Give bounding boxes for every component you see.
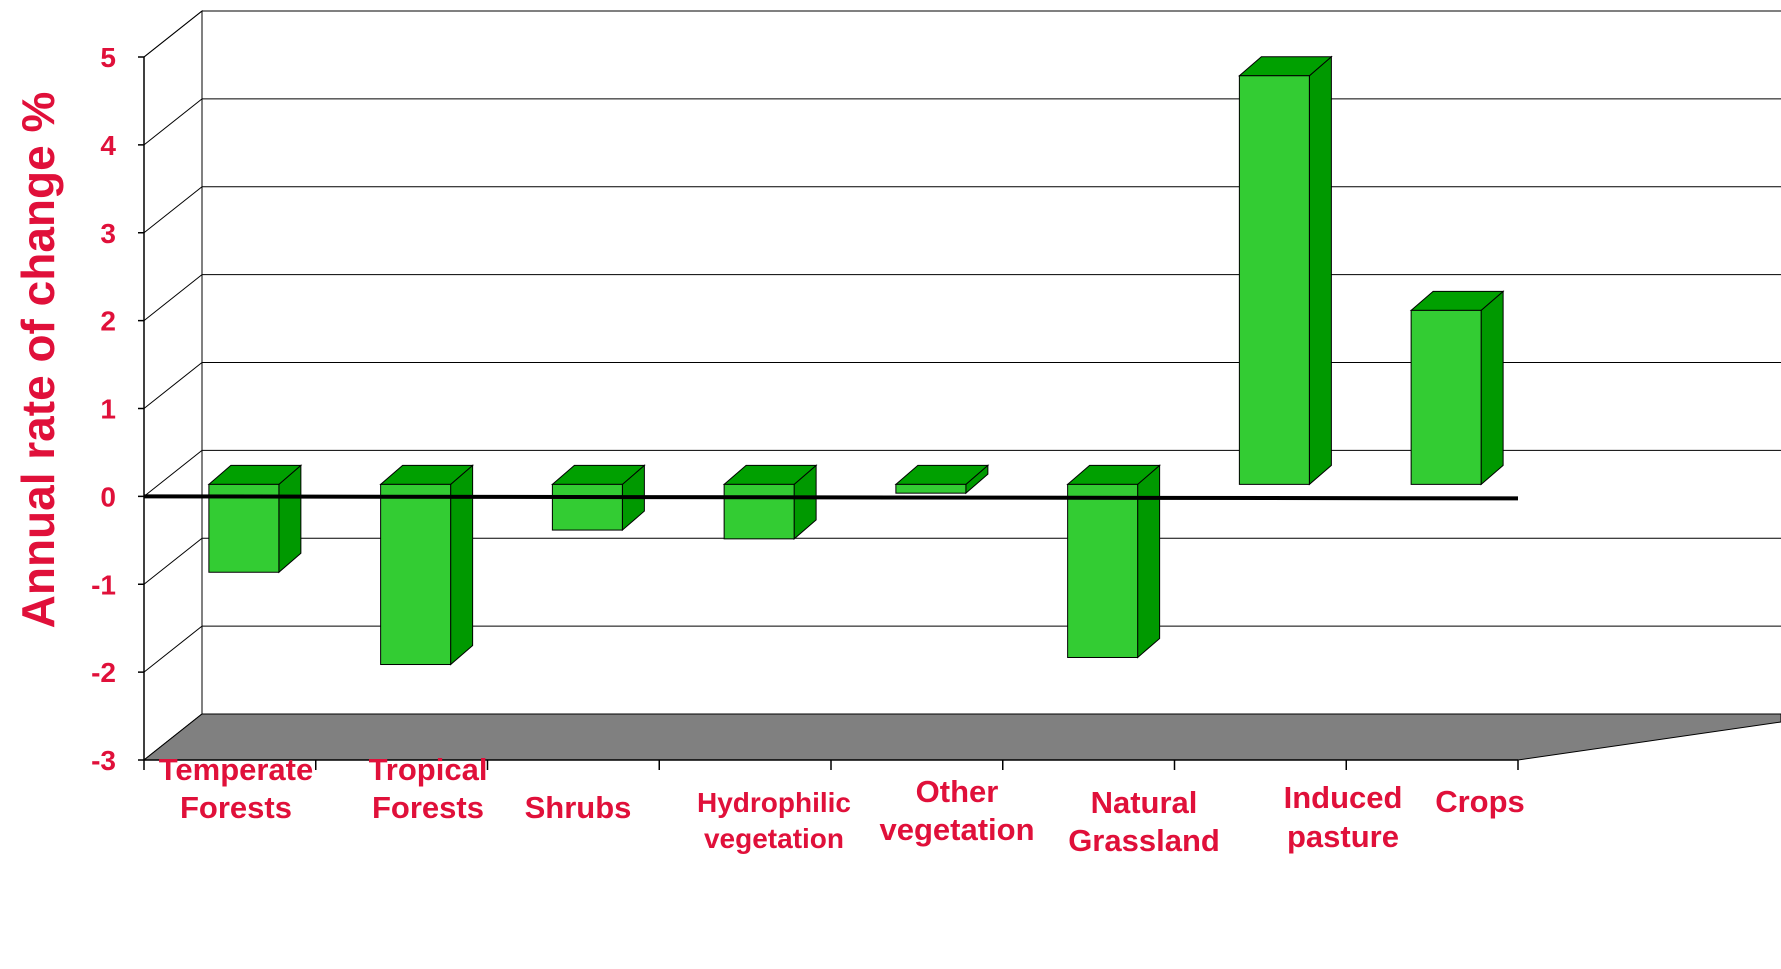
- gridline-diagonal: [143, 186, 203, 234]
- y-tick-labels: 5 4 3 2 1 0 -1 -2 -3: [91, 42, 116, 776]
- y-tick-label: 5: [100, 42, 116, 73]
- bar-side: [1137, 464, 1161, 659]
- bar-2: [551, 464, 646, 532]
- x-category-label: Other: [916, 774, 999, 809]
- y-tick-label: 4: [100, 130, 116, 161]
- bar-front: [208, 483, 280, 573]
- bar-front: [380, 483, 452, 666]
- x-category-label: pasture: [1287, 819, 1399, 854]
- zero-line: [143, 494, 1519, 501]
- axes: [138, 56, 1519, 770]
- bar-1: [379, 464, 474, 666]
- x-category-label: Crops: [1435, 784, 1525, 819]
- y-tick-label: -3: [91, 745, 116, 776]
- gridline-diagonal: [143, 10, 203, 58]
- bar-0: [207, 464, 303, 574]
- gridline-diagonal: [143, 362, 203, 409]
- y-tick-label: 3: [100, 218, 116, 249]
- y-tick-label: 1: [100, 394, 116, 425]
- bar-front: [895, 483, 967, 494]
- y-tick-label: -1: [91, 569, 116, 600]
- bar-6: [1238, 55, 1333, 486]
- y-tick-label: 2: [100, 306, 116, 337]
- x-category-label: Tropical: [369, 752, 488, 787]
- x-category-label: Natural: [1091, 785, 1198, 820]
- x-category-label: Forests: [180, 790, 292, 825]
- x-category-label: Induced: [1284, 780, 1403, 815]
- x-category-label: vegetation: [879, 812, 1034, 847]
- gridline-diagonal: [143, 449, 203, 497]
- bars: [207, 55, 1505, 666]
- bar-front: [1410, 309, 1482, 485]
- x-category-label: Temperate: [159, 752, 314, 787]
- gridline-diagonal: [143, 274, 203, 322]
- bar-front: [551, 483, 623, 531]
- bar-3: [722, 464, 818, 540]
- bar-front: [1067, 483, 1139, 658]
- gridline-diagonal: [143, 537, 203, 585]
- bar-front: [723, 483, 795, 540]
- bar-side: [1480, 290, 1504, 486]
- x-category-label: Hydrophilic: [697, 787, 851, 818]
- x-category-label: Shrubs: [525, 790, 632, 825]
- bar-5: [1066, 464, 1161, 659]
- x-category-label: vegetation: [704, 823, 844, 854]
- bar-7: [1409, 290, 1505, 486]
- zero-baseline: [143, 494, 1519, 501]
- bar-4: [894, 464, 990, 495]
- x-category-label: Grassland: [1068, 823, 1220, 858]
- bar-side: [1308, 55, 1332, 486]
- y-tick-label: 0: [100, 481, 116, 512]
- x-category-label: Forests: [372, 790, 484, 825]
- y-axis-label: Annual rate of change %: [12, 92, 64, 629]
- bar-front: [1238, 75, 1310, 485]
- gridline-diagonal: [143, 98, 203, 146]
- y-tick-label: -2: [91, 657, 116, 688]
- gridline-diagonal: [143, 625, 203, 673]
- gridlines: [143, 10, 1781, 761]
